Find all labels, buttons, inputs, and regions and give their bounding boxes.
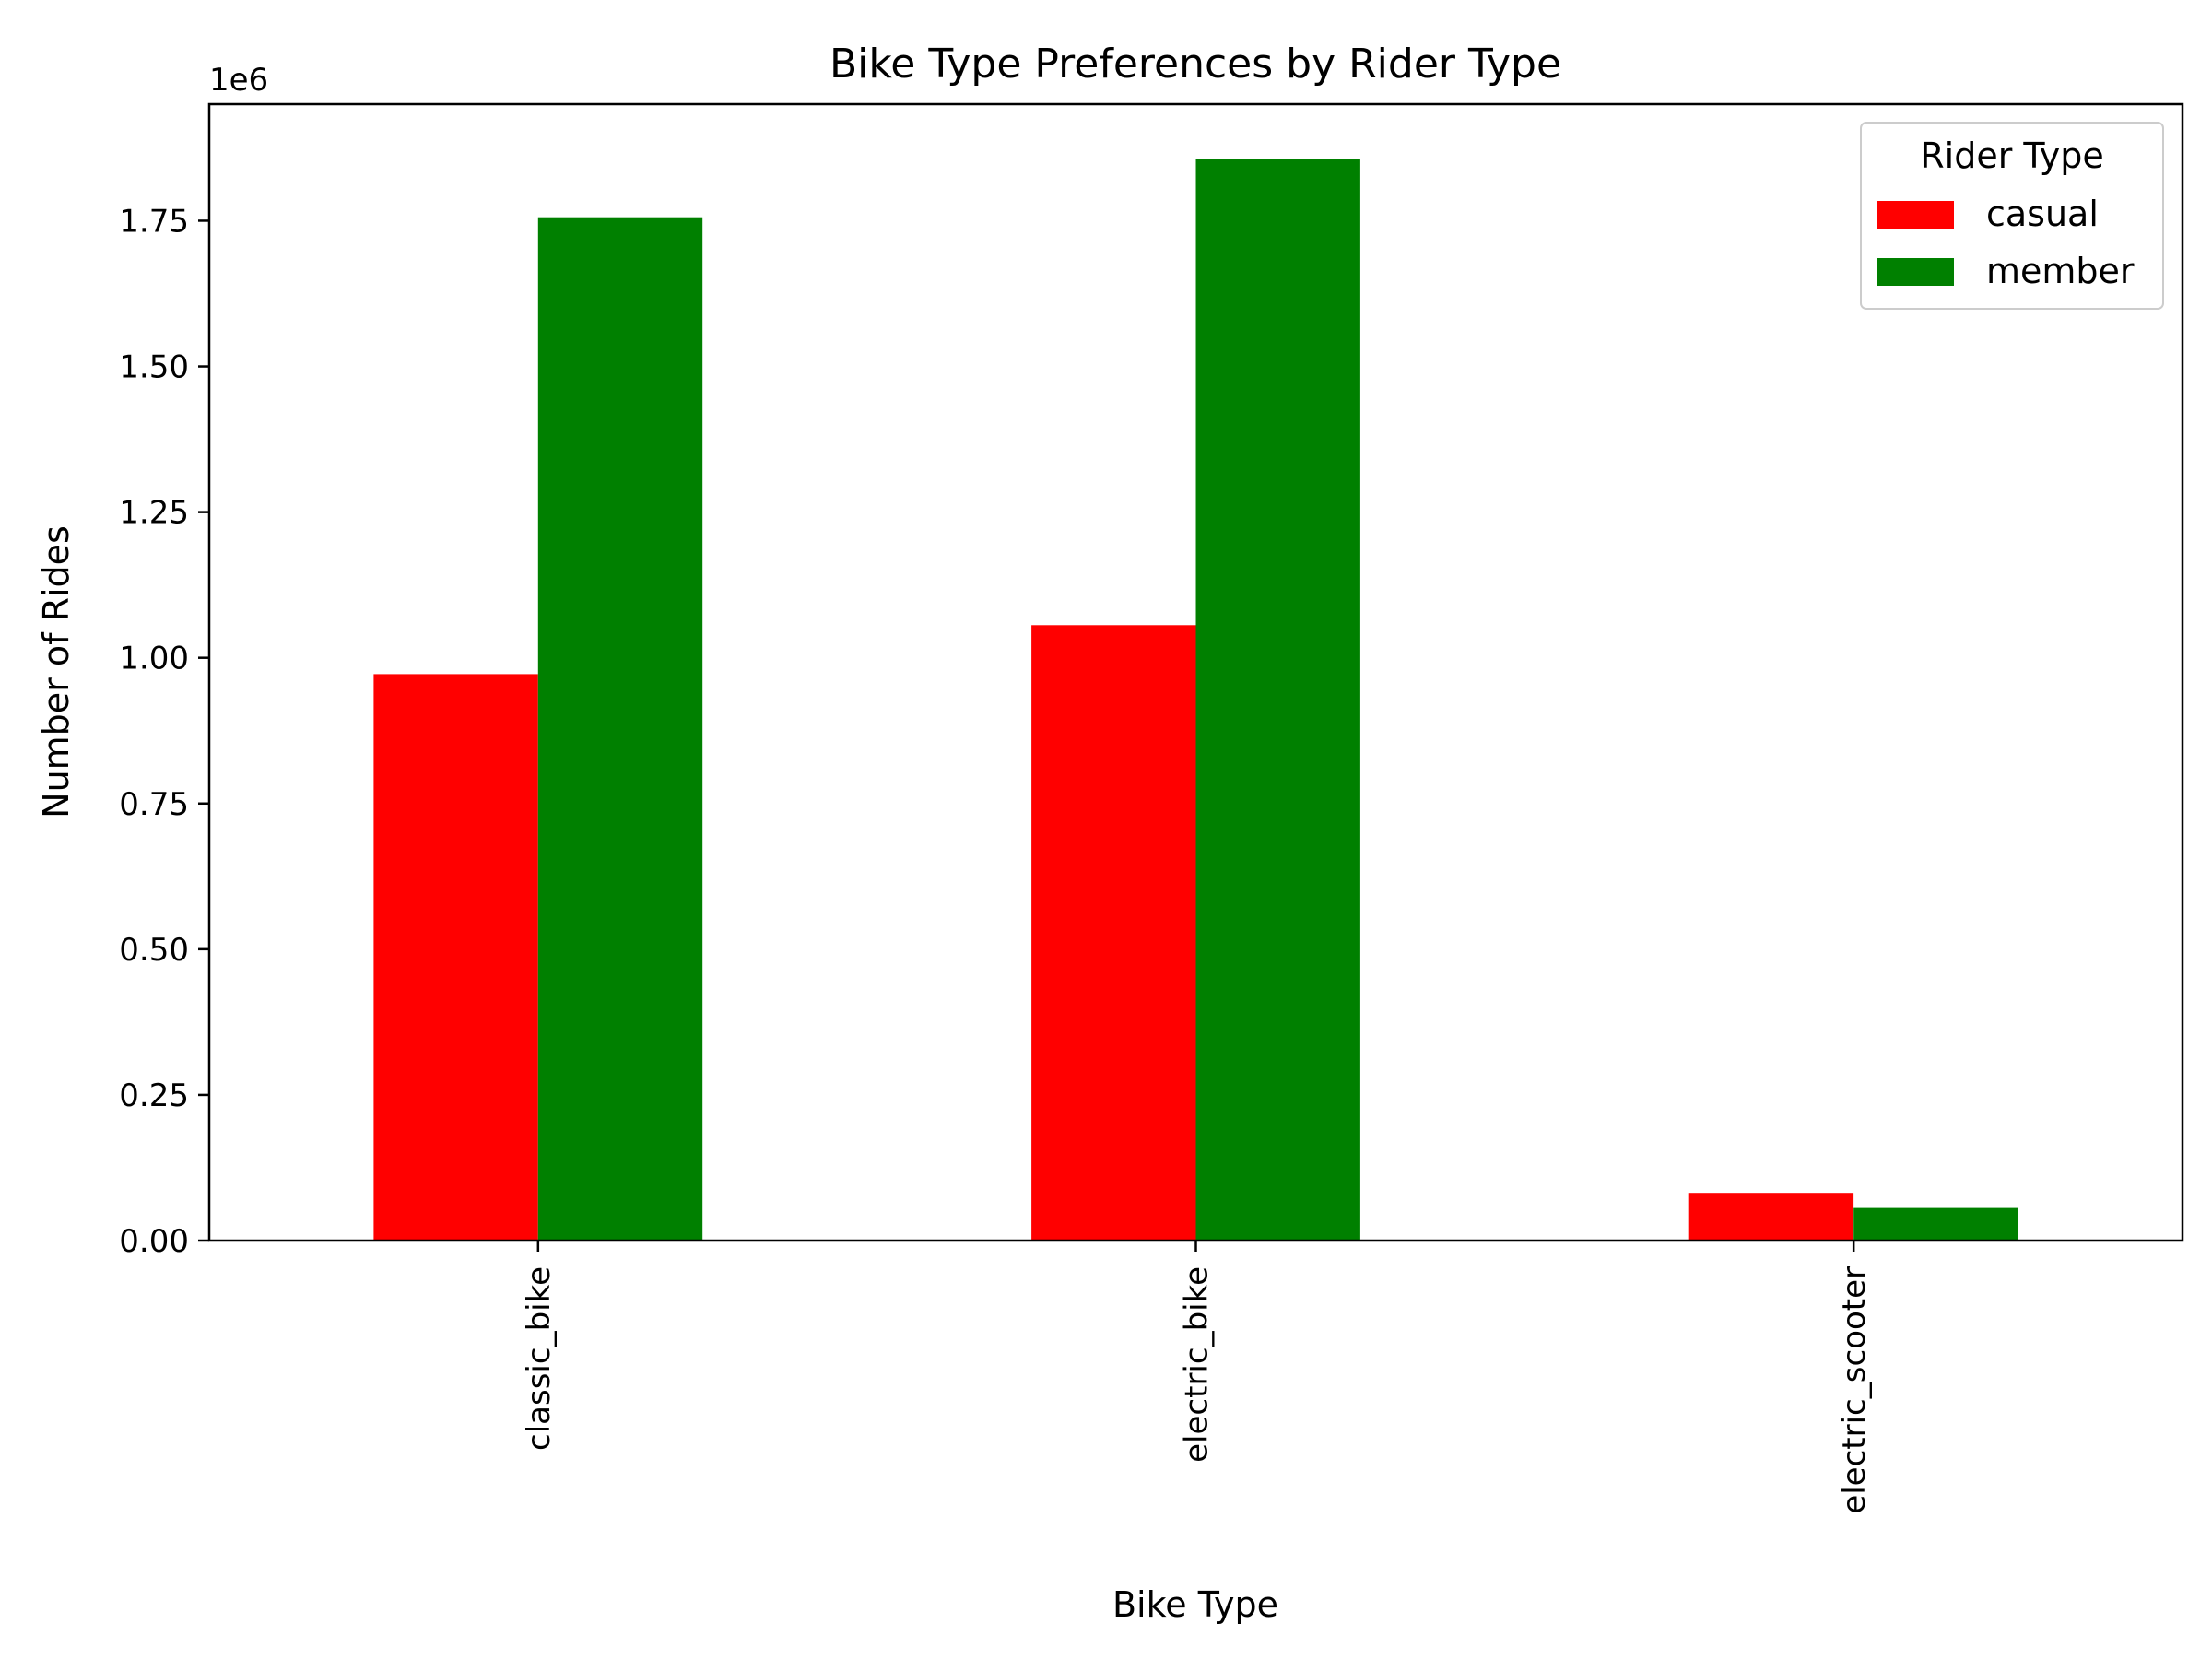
legend-label-member: member [1986,251,2135,291]
bar-member-electric_bike [1195,159,1360,1241]
chart-title: Bike Type Preferences by Rider Type [830,41,1561,88]
y-tick-label: 0.25 [119,1077,189,1114]
y-scale-multiplier: 1e6 [209,62,268,99]
bar-casual-classic_bike [373,674,538,1241]
bar-member-classic_bike [537,217,703,1241]
y-ticks-group: 0.00 0.25 0.50 0.75 1.00 1.25 1.50 1.75 [119,203,209,1260]
x-tick-label-electric_bike: electric_bike [1179,1266,1216,1463]
x-tick-label-electric_scooter: electric_scooter [1836,1266,1873,1514]
legend-title: Rider Type [1920,135,2103,176]
y-tick-label: 0.75 [119,786,189,823]
legend: Rider Type casual member [1860,122,2164,310]
legend-swatch-casual [1877,201,1954,229]
y-tick-label: 1.75 [119,203,189,240]
bars-group [373,159,2018,1241]
legend-swatch-member [1877,258,1954,286]
y-axis-label: Number of Rides [36,525,76,818]
y-tick-label: 0.00 [119,1223,189,1260]
y-tick-label: 1.00 [119,641,189,677]
bar-casual-electric_scooter [1688,1193,1854,1241]
y-tick-label: 1.50 [119,349,189,386]
x-ticks-group: classic_bike electric_bike electric_scoote… [521,1241,1873,1514]
y-tick-label: 0.50 [119,932,189,969]
bar-casual-electric_bike [1031,625,1196,1241]
x-axis-label: Bike Type [1112,1584,1278,1625]
x-tick-label-classic_bike: classic_bike [521,1266,558,1451]
bar-member-electric_scooter [1853,1207,2018,1241]
legend-label-casual: casual [1986,194,2099,234]
y-tick-label: 1.25 [119,495,189,532]
